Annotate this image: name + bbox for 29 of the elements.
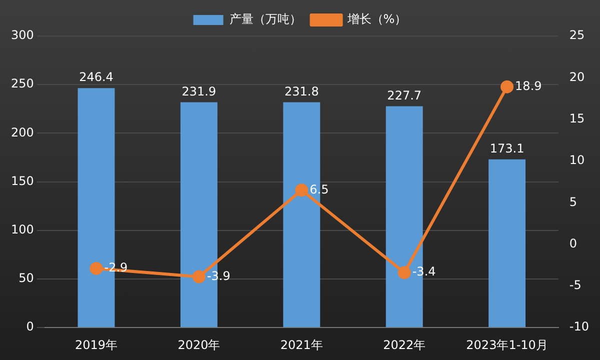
data-label: 18.9 [515, 78, 542, 93]
y-tick-label: 300 [11, 28, 34, 42]
y2-tick-label: 10 [569, 153, 585, 168]
y-tick-label: 200 [11, 125, 34, 140]
y-tick-label: 250 [11, 76, 34, 91]
y-tick-label: 100 [11, 222, 34, 237]
x-tick-label: 2019年 [74, 338, 118, 352]
data-label: 231.9 [182, 84, 216, 98]
y2-tick-label: -5 [569, 278, 582, 292]
x-tick-label: 2022年 [383, 338, 426, 352]
y-tick-label: 50 [18, 271, 34, 286]
data-label: 227.7 [387, 88, 422, 102]
y-tick-label: 0 [26, 320, 34, 334]
x-tick-label: 2023年1-10月 [466, 338, 548, 352]
x-tick-label: 2020年 [178, 338, 220, 352]
y2-tick-label: 15 [569, 111, 585, 126]
legend-label: 产量（万吨） [229, 12, 302, 26]
y2-tick-label: 0 [569, 236, 578, 250]
y2-tick-label: -10 [569, 320, 590, 334]
data-label: 246.4 [79, 70, 114, 84]
data-label: 231.8 [284, 84, 319, 98]
data-label: -2.9 [104, 260, 128, 275]
y2-tick-label: 5 [569, 194, 578, 209]
y2-tick-label: 20 [569, 70, 585, 84]
legend-label: 增长（%） [346, 12, 407, 26]
data-label: 173.1 [490, 141, 524, 156]
y2-tick-label: 25 [569, 28, 585, 42]
y-tick-label: 150 [11, 174, 34, 188]
x-tick-label: 2021年 [280, 338, 323, 352]
